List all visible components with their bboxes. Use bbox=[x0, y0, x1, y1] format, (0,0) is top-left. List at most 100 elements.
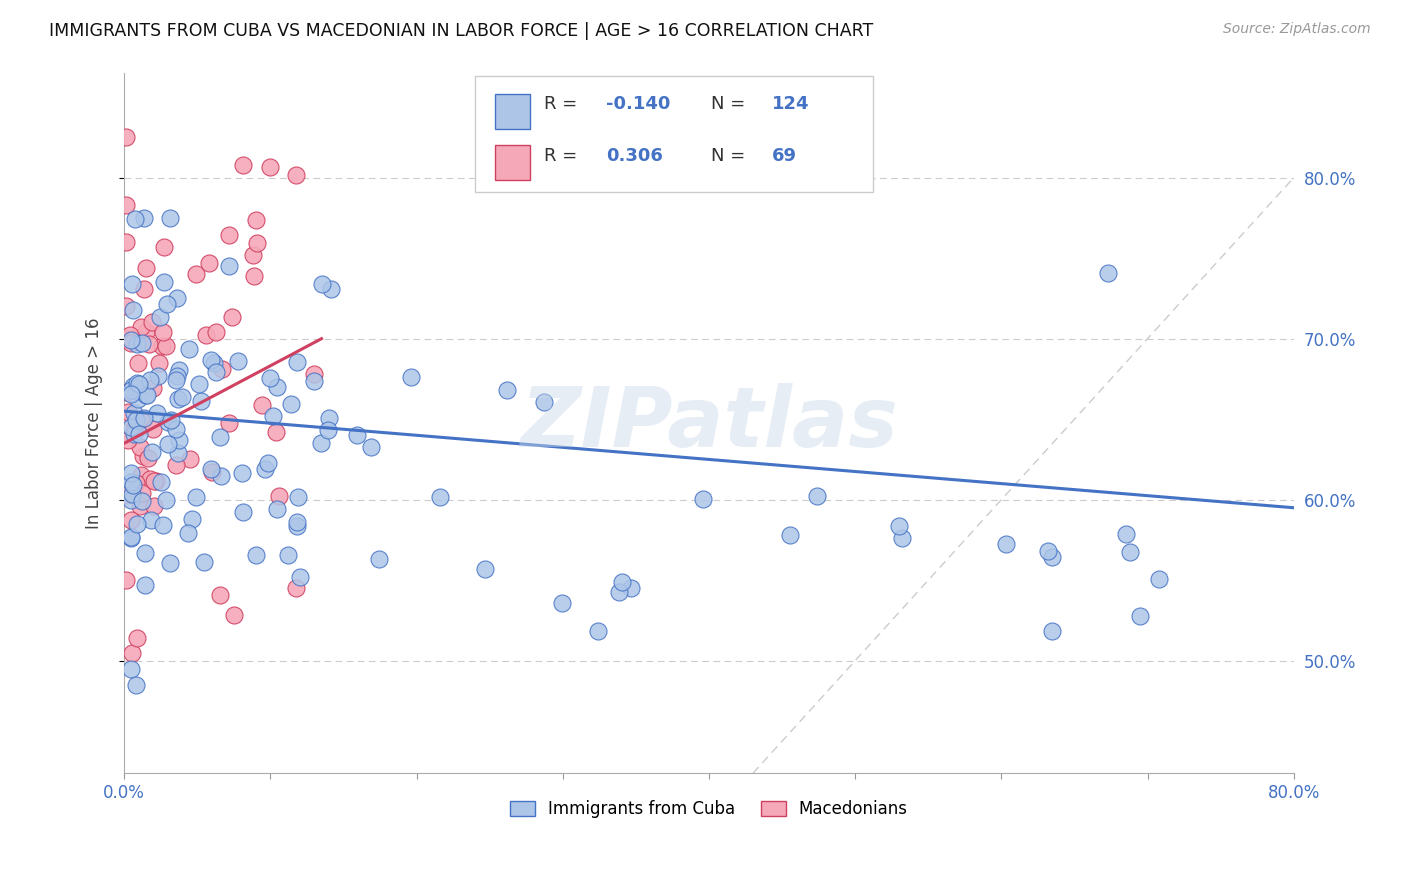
Point bbox=[1147, 572, 1170, 586]
Point bbox=[302, 367, 325, 381]
Text: N =: N = bbox=[711, 95, 751, 113]
Point bbox=[131, 486, 153, 500]
Point bbox=[169, 433, 191, 447]
Point bbox=[204, 365, 226, 379]
Text: 69: 69 bbox=[772, 147, 797, 165]
Point bbox=[135, 260, 157, 275]
Point bbox=[134, 411, 156, 425]
Point bbox=[143, 475, 166, 489]
Point bbox=[779, 528, 801, 542]
Point bbox=[155, 493, 177, 508]
Point bbox=[122, 406, 145, 420]
Point bbox=[120, 662, 142, 676]
Point bbox=[122, 423, 145, 437]
Point bbox=[1115, 526, 1137, 541]
Point bbox=[145, 474, 167, 488]
Point bbox=[167, 445, 190, 459]
Point bbox=[114, 332, 136, 346]
Point bbox=[245, 549, 267, 563]
Point bbox=[218, 227, 240, 242]
Point bbox=[200, 352, 222, 367]
Point bbox=[211, 361, 233, 376]
Point bbox=[150, 339, 173, 353]
Point bbox=[264, 425, 287, 440]
Point bbox=[533, 395, 555, 409]
Point bbox=[267, 489, 290, 503]
Point bbox=[146, 406, 169, 420]
Point bbox=[135, 388, 157, 402]
Point bbox=[179, 452, 201, 467]
Legend: Immigrants from Cuba, Macedonians: Immigrants from Cuba, Macedonians bbox=[503, 793, 914, 824]
Point bbox=[232, 504, 254, 518]
Point bbox=[246, 235, 269, 250]
Point bbox=[141, 444, 163, 458]
Point bbox=[193, 555, 215, 569]
Point bbox=[124, 212, 146, 227]
Point bbox=[309, 436, 332, 450]
Point bbox=[120, 384, 142, 398]
Point bbox=[232, 158, 254, 172]
Point bbox=[125, 413, 148, 427]
Point bbox=[228, 354, 250, 368]
Point bbox=[221, 310, 243, 324]
Point bbox=[208, 588, 231, 602]
Point bbox=[139, 373, 162, 387]
Point bbox=[285, 354, 308, 368]
Point bbox=[120, 328, 142, 343]
Text: -0.140: -0.140 bbox=[606, 95, 671, 113]
Point bbox=[256, 455, 278, 469]
Point bbox=[1038, 544, 1060, 558]
Point bbox=[170, 390, 193, 404]
Point bbox=[132, 449, 155, 463]
Point bbox=[890, 531, 912, 545]
Point bbox=[399, 370, 422, 384]
Bar bbox=[495, 145, 530, 180]
Point bbox=[127, 392, 149, 406]
Point bbox=[117, 433, 139, 447]
Point bbox=[285, 169, 308, 183]
Point bbox=[166, 392, 188, 406]
Point bbox=[139, 513, 162, 527]
Point bbox=[242, 248, 264, 262]
Point bbox=[1040, 624, 1063, 638]
Point bbox=[150, 475, 173, 489]
Point bbox=[551, 596, 574, 610]
Point bbox=[285, 518, 308, 533]
Point bbox=[180, 512, 202, 526]
Point bbox=[134, 578, 156, 592]
Point bbox=[159, 556, 181, 570]
Y-axis label: In Labor Force | Age > 16: In Labor Force | Age > 16 bbox=[86, 318, 103, 529]
Point bbox=[127, 336, 149, 351]
Point bbox=[259, 371, 281, 385]
Point bbox=[302, 374, 325, 388]
Point bbox=[122, 379, 145, 393]
Point bbox=[117, 404, 139, 418]
Point bbox=[253, 461, 276, 475]
Point bbox=[166, 291, 188, 305]
Point bbox=[166, 368, 188, 383]
Point bbox=[121, 277, 143, 291]
Text: ZIPatlas: ZIPatlas bbox=[520, 383, 898, 464]
Point bbox=[122, 303, 145, 318]
Point bbox=[129, 499, 152, 513]
Point bbox=[120, 493, 142, 508]
Point bbox=[194, 327, 217, 342]
Point bbox=[806, 490, 828, 504]
Point bbox=[311, 277, 333, 291]
Point bbox=[152, 240, 174, 254]
Point bbox=[280, 397, 302, 411]
Point bbox=[152, 517, 174, 532]
Point bbox=[586, 624, 609, 638]
Point bbox=[120, 336, 142, 351]
Point bbox=[243, 269, 266, 284]
Point bbox=[995, 536, 1018, 550]
Point bbox=[127, 356, 149, 370]
Point bbox=[131, 494, 153, 508]
Point bbox=[179, 342, 201, 356]
Point bbox=[149, 310, 172, 325]
Point bbox=[125, 384, 148, 398]
Point bbox=[129, 320, 152, 334]
FancyBboxPatch shape bbox=[475, 77, 873, 192]
Point bbox=[200, 461, 222, 475]
Point bbox=[120, 333, 142, 347]
